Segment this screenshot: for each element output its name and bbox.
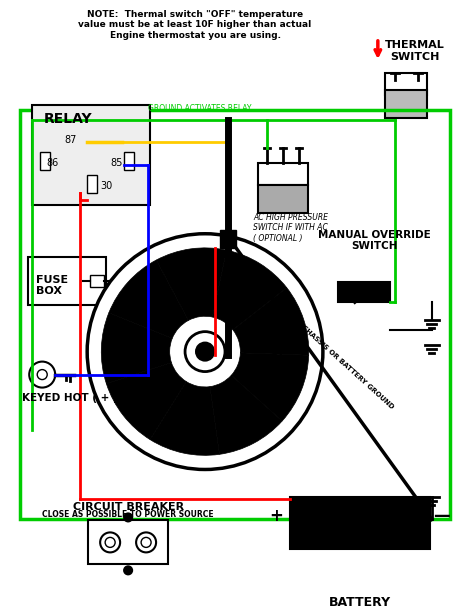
Circle shape [196,343,214,360]
FancyBboxPatch shape [88,520,168,565]
Wedge shape [109,260,189,338]
FancyBboxPatch shape [28,257,106,305]
Text: CHASSIS OR BATTERY GROUND: CHASSIS OR BATTERY GROUND [301,325,395,411]
Text: CLOSE AS POSSIBLE TO POWER SOURCE: CLOSE AS POSSIBLE TO POWER SOURCE [42,511,214,519]
Wedge shape [156,248,227,321]
Circle shape [105,538,115,547]
FancyBboxPatch shape [40,152,50,170]
Text: MANUAL OVERRIDE
SWITCH: MANUAL OVERRIDE SWITCH [319,230,431,251]
FancyBboxPatch shape [290,497,430,549]
Text: AC HIGH PRESSURE
SWITCH IF WITH AC
( OPTIONAL ): AC HIGH PRESSURE SWITCH IF WITH AC ( OPT… [253,213,328,243]
FancyBboxPatch shape [32,105,150,205]
Text: 87: 87 [64,135,77,145]
FancyBboxPatch shape [90,275,104,287]
FancyBboxPatch shape [87,175,97,192]
Text: FUSE
BOX: FUSE BOX [36,275,68,296]
Wedge shape [150,382,219,455]
Wedge shape [210,375,282,454]
Circle shape [100,533,120,552]
FancyBboxPatch shape [385,90,427,118]
Text: THERMAL
SWITCH: THERMAL SWITCH [385,40,445,61]
FancyBboxPatch shape [385,73,427,95]
Text: CIRCUIT BREAKER: CIRCUIT BREAKER [73,503,184,512]
Circle shape [87,234,323,470]
Circle shape [124,514,132,522]
Wedge shape [231,353,309,421]
Text: 85: 85 [110,158,122,168]
FancyBboxPatch shape [258,185,308,213]
Wedge shape [106,362,186,440]
Text: —: — [433,508,450,525]
Wedge shape [212,250,287,330]
Text: FAN: FAN [257,353,284,366]
Text: BATTERY: BATTERY [329,596,391,609]
Wedge shape [101,313,172,384]
FancyBboxPatch shape [338,282,390,302]
Circle shape [136,533,156,552]
Text: KEYED HOT ( + ): KEYED HOT ( + ) [22,392,118,403]
Wedge shape [233,287,309,355]
Circle shape [124,566,132,574]
Circle shape [37,370,47,379]
Text: RELAY: RELAY [44,112,93,126]
Text: NOTE:  Thermal switch "OFF" temperature
value must be at least 10F higher than a: NOTE: Thermal switch "OFF" temperature v… [78,10,312,40]
Text: +: + [269,508,283,525]
Circle shape [185,332,225,371]
Text: 86: 86 [46,158,58,168]
Text: GROUND ACTIVATES RELAY: GROUND ACTIVATES RELAY [148,104,252,113]
FancyBboxPatch shape [220,230,236,248]
Circle shape [29,362,55,387]
Text: 30: 30 [100,181,112,191]
Circle shape [141,538,151,547]
FancyBboxPatch shape [124,152,134,170]
FancyBboxPatch shape [258,163,308,185]
